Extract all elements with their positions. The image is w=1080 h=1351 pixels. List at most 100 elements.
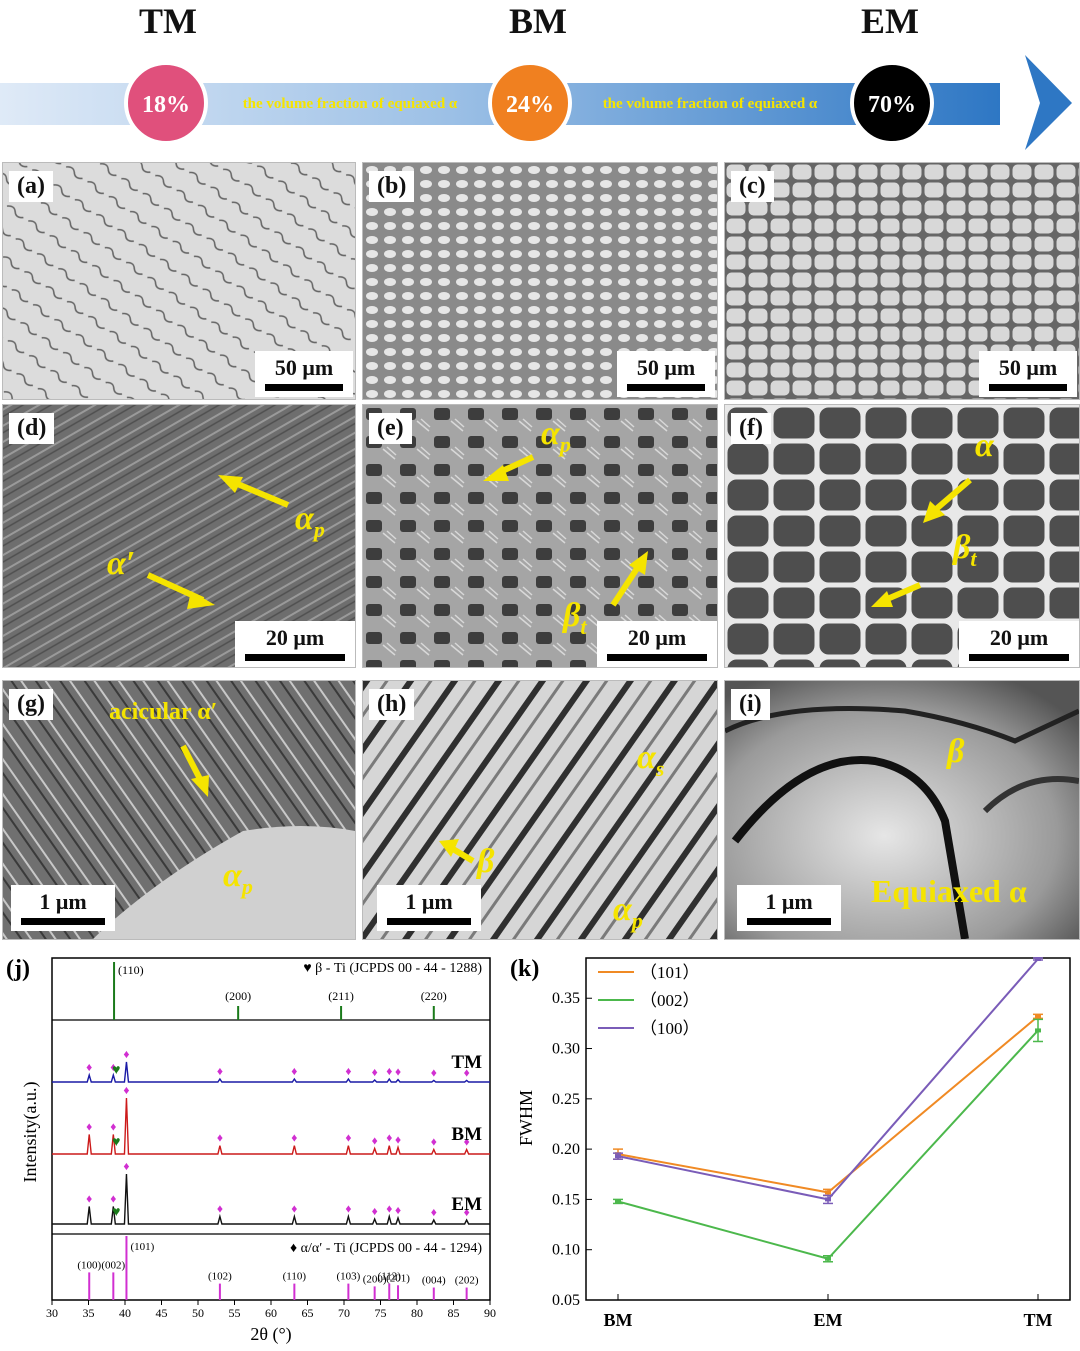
alpha-marker: ♦ (110, 1060, 116, 1074)
alpha-marker: ♦ (372, 1204, 378, 1218)
panel-label: (e) (369, 413, 412, 444)
zone-title-bm: BM (509, 1, 567, 41)
alpha-marker: ♦ (345, 1202, 351, 1216)
alpha-marker: ♦ (345, 1064, 351, 1078)
scale-text: 20 μm (265, 625, 325, 650)
panel-e: (e) αp βt 20 μm (362, 404, 718, 668)
y-axis-label: FWHM (516, 1090, 536, 1146)
xrd-trace (52, 1061, 490, 1083)
alpha-marker: ♦ (464, 1065, 470, 1079)
panel-label: (j) (6, 956, 30, 982)
data-point (615, 1199, 621, 1204)
alpha-marker: ♦ (123, 1047, 129, 1061)
alpha-marker: ♦ (395, 1203, 401, 1217)
scale-bar: 1 μm (737, 885, 841, 931)
x-tick-label: EM (814, 1310, 843, 1330)
scale-bar: 50 μm (979, 351, 1077, 397)
alpha-marker: ♦ (110, 1119, 116, 1133)
panel-label: (g) (9, 689, 53, 720)
bm-percent: 24% (506, 92, 554, 118)
x-tick-label: 80 (411, 1306, 423, 1320)
arrow-beta (439, 839, 459, 857)
arrow-beta-t (871, 591, 893, 607)
y-tick-label: 0.25 (552, 1091, 580, 1108)
legend-label: （100） (640, 1019, 700, 1038)
legend-label: （002） (640, 991, 700, 1010)
scale-text: 20 μm (627, 625, 687, 650)
label-alpha-p: αp (223, 857, 253, 899)
alpha-ref-label: ♦ α/α′ - Ti (JCPDS 00 - 44 - 1294) (290, 1241, 482, 1256)
beta-peak-label: (200) (225, 989, 251, 1003)
panel-h: (h) αs β αp 1 μm (362, 680, 718, 940)
x-tick-label: 85 (448, 1306, 460, 1320)
scale-text: 50 μm (636, 355, 696, 380)
alpha-marker: ♦ (386, 1202, 392, 1216)
trace-label: BM (451, 1124, 482, 1145)
alpha-marker: ♦ (86, 1192, 92, 1206)
alpha-marker: ♦ (345, 1131, 351, 1145)
y-axis-label: Intensity(a.u.) (20, 1082, 41, 1183)
data-point (825, 1197, 831, 1202)
y-tick-label: 0.10 (552, 1242, 580, 1259)
panel-a: (a) 50 μm (2, 162, 356, 400)
em-circle (850, 61, 934, 145)
alpha-marker: ♦ (291, 1202, 297, 1216)
x-tick-label: 70 (338, 1306, 350, 1320)
panel-label: (b) (369, 171, 415, 202)
scale-text: 1 μm (39, 889, 87, 914)
x-tick-label: 35 (83, 1306, 95, 1320)
label-beta: β (477, 843, 495, 880)
alpha-marker: ♦ (217, 1064, 223, 1078)
x-tick-label: 60 (265, 1306, 277, 1320)
beta-marker: ♥ (112, 1205, 120, 1220)
panel-label: (h) (369, 689, 415, 720)
x-tick-label: TM (1024, 1310, 1053, 1330)
alpha-peak-label: (101) (130, 1241, 154, 1253)
label-acicular: acicular α′ (109, 699, 218, 725)
scale-bar: 1 μm (11, 885, 115, 931)
data-point (1035, 957, 1041, 962)
alpha-peak-label: (110) (283, 1271, 307, 1283)
arrow-text-1: the volume fraction of equiaxed α (243, 96, 458, 112)
arrow-head (1025, 55, 1072, 150)
xrd-panel: (j) (110) (200) (211) (220) ♥ β - Ti (JCPDS 0… (6, 956, 496, 1345)
data-point (825, 1256, 831, 1261)
alpha-marker: ♦ (217, 1131, 223, 1145)
arrow-beta-t (629, 551, 648, 575)
panel-i: (i) β Equiaxed α 1 μm (724, 680, 1080, 940)
zone-title-em: EM (861, 1, 919, 41)
tm-percent: 18% (142, 92, 190, 118)
micrograph-i (725, 681, 1079, 939)
scale-bar: 50 μm (255, 351, 353, 397)
panel-f: (f) α βt 20 μm (724, 404, 1080, 668)
alpha-marker: ♦ (110, 1192, 116, 1206)
x-tick-label: 40 (119, 1306, 131, 1320)
micrograph-g (3, 681, 355, 939)
panel-label: (a) (9, 171, 53, 202)
alpha-marker: ♦ (431, 1205, 437, 1219)
panel-label: (d) (9, 413, 55, 444)
legend-label: （101） (640, 963, 700, 982)
label-alpha: α (975, 427, 994, 464)
scale-text: 1 μm (405, 889, 453, 914)
y-tick-label: 0.15 (552, 1191, 580, 1208)
label-beta-t: βt (563, 597, 587, 639)
arrow-alpha (923, 501, 945, 523)
data-point (615, 1154, 621, 1159)
beta-ref-label: ♥ β - Ti (JCPDS 00 - 44 - 1288) (303, 961, 482, 976)
scale-text: 50 μm (998, 355, 1058, 380)
alpha-peak-label: (004) (422, 1275, 446, 1287)
label-alpha-p: αp (541, 415, 571, 457)
panel-label: (k) (510, 956, 539, 982)
label-alpha-s: αs (637, 739, 665, 781)
alpha-marker: ♦ (86, 1119, 92, 1133)
alpha-marker: ♦ (431, 1065, 437, 1079)
alpha-marker: ♦ (464, 1205, 470, 1219)
scale-text: 50 μm (274, 355, 334, 380)
label-equiaxed-alpha: Equiaxed α (871, 873, 1027, 909)
trace-label: EM (451, 1194, 482, 1215)
x-tick-label: 75 (375, 1306, 387, 1320)
series-line (617, 1015, 1039, 1194)
alpha-marker: ♦ (291, 1064, 297, 1078)
zone-title-tm: TM (139, 1, 197, 41)
